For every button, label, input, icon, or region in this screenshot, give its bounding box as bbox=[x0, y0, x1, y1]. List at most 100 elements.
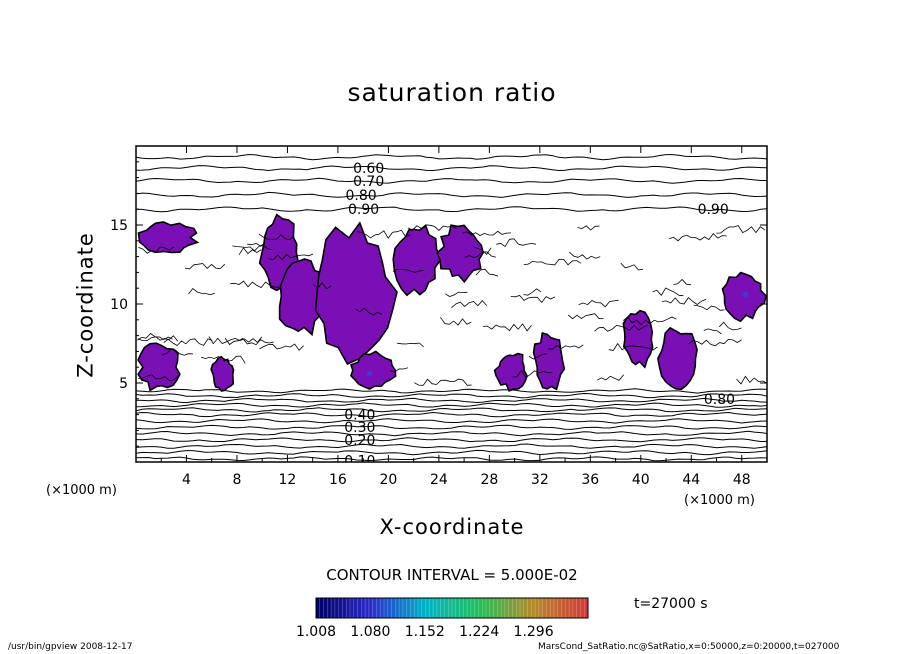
x-tick-label: 40 bbox=[632, 472, 650, 488]
contour-squiggle bbox=[623, 316, 677, 326]
footer-source: MarsCond_SatRatio.nc@SatRatio,x=0:50000,… bbox=[538, 642, 840, 652]
colorbar-segment bbox=[421, 598, 426, 618]
colorbar-segment bbox=[512, 598, 517, 618]
x-tick-label: 28 bbox=[480, 472, 498, 488]
colorbar-segment bbox=[463, 598, 468, 618]
supersaturated-region bbox=[278, 258, 326, 337]
colorbar-segment bbox=[361, 598, 366, 618]
supersaturated-region bbox=[622, 309, 654, 369]
contour-line bbox=[136, 411, 767, 418]
contour-squiggle bbox=[390, 367, 409, 373]
contour-line bbox=[136, 392, 767, 399]
contour-squiggle bbox=[578, 299, 619, 308]
colorbar-segment bbox=[395, 598, 400, 618]
colorbar-segment bbox=[391, 598, 396, 618]
contour-squiggle bbox=[138, 246, 175, 254]
colorbar-segment bbox=[516, 598, 521, 618]
contour-label: 0.60 bbox=[353, 161, 384, 177]
colorbar-segment bbox=[436, 598, 441, 618]
colorbar-segment bbox=[538, 598, 543, 618]
contour-squiggle bbox=[703, 328, 722, 335]
contour-squiggle bbox=[608, 342, 658, 351]
colorbar-segment bbox=[527, 598, 532, 618]
colorbar-segment bbox=[504, 598, 509, 618]
contour-squiggle bbox=[512, 369, 553, 379]
contour-label: 0.40 bbox=[344, 408, 375, 424]
contour-squiggle bbox=[230, 280, 279, 289]
colorbar-tick-label: 1.080 bbox=[350, 624, 390, 640]
colorbar-tick-label: 1.296 bbox=[514, 624, 554, 640]
colorbar-segment bbox=[316, 598, 321, 618]
contour-squiggle bbox=[200, 355, 246, 364]
contour-squiggle bbox=[596, 374, 624, 381]
contour-squiggle bbox=[567, 313, 604, 320]
contour-squiggle bbox=[224, 337, 274, 346]
colorbar-segment bbox=[384, 598, 389, 618]
x-unit-label-right: (×1000 m) bbox=[684, 493, 755, 508]
colorbar-segment bbox=[546, 598, 551, 618]
supersaturated-region bbox=[392, 224, 443, 297]
contour-squiggle bbox=[547, 344, 584, 350]
colorbar-segment bbox=[414, 598, 419, 618]
colorbar-segment bbox=[474, 598, 479, 618]
contour-squiggle bbox=[688, 338, 742, 347]
colorbar-segment bbox=[444, 598, 449, 618]
contour-line bbox=[136, 206, 767, 213]
contour-line bbox=[136, 191, 767, 198]
contour-label: 0.20 bbox=[344, 433, 375, 449]
contour-squiggle bbox=[693, 304, 725, 311]
contour-squiggle bbox=[238, 247, 262, 255]
colorbar-tick-label: 1.008 bbox=[296, 624, 336, 640]
colorbar-segment bbox=[346, 598, 351, 618]
contour-line bbox=[136, 437, 767, 443]
colorbar-segment bbox=[531, 598, 536, 618]
colorbar-segment bbox=[452, 598, 457, 618]
colorbar-segment bbox=[331, 598, 336, 618]
colorbar-segment bbox=[410, 598, 415, 618]
colorbar-segment bbox=[554, 598, 559, 618]
colorbar-segment bbox=[584, 598, 589, 618]
colorbar-frame bbox=[315, 597, 589, 619]
x-tick-label: 16 bbox=[329, 472, 347, 488]
colorbar-segment bbox=[433, 598, 438, 618]
contour-label: 0.90 bbox=[698, 202, 729, 218]
colorbar-segment bbox=[387, 598, 392, 618]
contour-label: 0.80 bbox=[345, 188, 376, 204]
colorbar-segment bbox=[365, 598, 370, 618]
y-axis-label: Z-coordinate bbox=[73, 232, 98, 378]
colorbar-segment bbox=[440, 598, 445, 618]
contour-squiggle bbox=[464, 251, 496, 259]
colorbar-segment bbox=[402, 598, 407, 618]
colorbar-tick-label: 1.224 bbox=[459, 624, 499, 640]
colorbar-segment bbox=[535, 598, 540, 618]
contour-label: 0.80 bbox=[704, 392, 735, 408]
contour-line bbox=[136, 177, 767, 184]
contour-squiggle bbox=[357, 229, 411, 239]
contour-squiggle bbox=[407, 224, 457, 231]
colorbar-segment bbox=[550, 598, 555, 618]
colorbar-segment bbox=[497, 598, 502, 618]
colorbar-segment bbox=[338, 598, 343, 618]
supersaturated-region bbox=[137, 342, 181, 392]
x-unit-label-left: (×1000 m) bbox=[46, 483, 117, 498]
contour-label: 0.10 bbox=[344, 453, 375, 469]
contour-squiggle bbox=[313, 282, 332, 290]
supersaturation-peak-spot bbox=[742, 292, 749, 297]
x-axis-label: X-coordinate bbox=[379, 515, 525, 539]
contour-squiggle bbox=[673, 278, 691, 286]
contour-squiggle bbox=[259, 343, 304, 351]
x-tick-label: 36 bbox=[581, 472, 599, 488]
contour-squiggle bbox=[138, 374, 179, 382]
contour-squiggle bbox=[620, 262, 643, 271]
colorbar-segment bbox=[569, 598, 574, 618]
contour-squiggle bbox=[475, 268, 499, 277]
colorbar-segment bbox=[368, 598, 373, 618]
supersaturated-region bbox=[314, 221, 398, 366]
contour-squiggle bbox=[523, 258, 582, 266]
contour-interval-label: CONTOUR INTERVAL = 5.000E-02 bbox=[326, 566, 578, 584]
colorbar-segment bbox=[319, 598, 324, 618]
colorbar-segment bbox=[523, 598, 528, 618]
colorbar-segment bbox=[508, 598, 513, 618]
colorbar-segment bbox=[470, 598, 475, 618]
contour-line bbox=[136, 165, 767, 172]
